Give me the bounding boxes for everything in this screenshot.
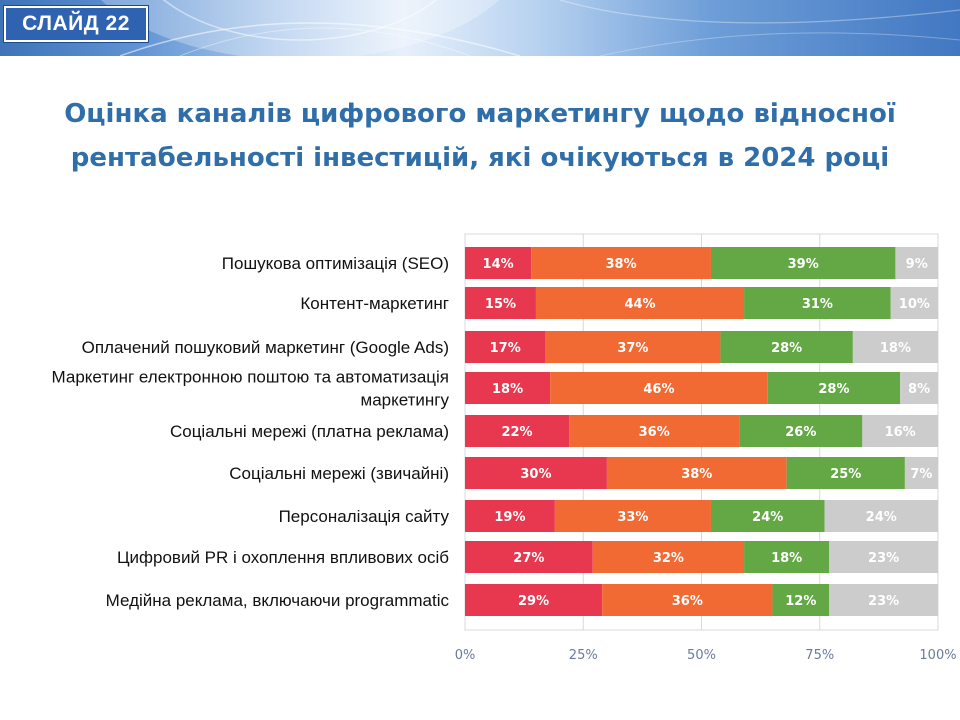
x-tick-label: 0% <box>455 648 476 663</box>
x-tick-label: 100% <box>919 648 956 663</box>
bar-segment <box>710 500 825 532</box>
category-label: Оплачений пошуковий маркетинг (Google Ad… <box>82 338 449 357</box>
bar-segment <box>900 372 938 404</box>
category-labels: Пошукова оптимізація (SEO) Контент-маркет… <box>52 254 450 610</box>
bar-data-label: 31% <box>802 297 833 312</box>
category-label: Соціальні мережі (звичайні) <box>229 464 449 483</box>
bar-segment <box>465 457 607 489</box>
bar-segment <box>824 500 938 532</box>
bar-data-label: 38% <box>606 257 637 272</box>
bar-segment <box>720 331 853 363</box>
category-label: маркетингу <box>361 391 450 410</box>
bar-data-label: 10% <box>899 297 930 312</box>
bar-segment <box>829 584 938 616</box>
bar-data-label: 33% <box>617 510 648 525</box>
bar-segment <box>739 415 863 447</box>
bar-segment <box>606 457 787 489</box>
bar-data-label: 37% <box>617 341 648 356</box>
slide-title: Оцінка каналів цифрового маркетингу щодо… <box>20 92 940 180</box>
bar-data-label: 8% <box>908 382 930 397</box>
title-line-1: Оцінка каналів цифрового маркетингу щодо… <box>64 99 896 129</box>
bar-data-label: 24% <box>752 510 783 525</box>
bar-data-label: 30% <box>520 467 551 482</box>
bar-segment <box>772 584 830 616</box>
bar-segment <box>786 457 905 489</box>
bar-data-label: 19% <box>494 510 525 525</box>
bar-data-label: 28% <box>771 341 802 356</box>
bar-data-label: 22% <box>501 425 532 440</box>
slide-number-badge: СЛАЙД 22 <box>3 5 149 43</box>
bar-segment <box>569 415 740 447</box>
bar-data-label: 18% <box>492 382 523 397</box>
bar-segment <box>465 500 555 532</box>
x-tick-label: 25% <box>569 648 598 663</box>
bar-data-label: 18% <box>880 341 911 356</box>
bar-segment <box>465 247 532 279</box>
bar-segment <box>602 584 773 616</box>
bar-segment <box>710 247 896 279</box>
bar-data-label: 38% <box>681 467 712 482</box>
bar-data-label: 36% <box>639 425 670 440</box>
category-label: Маркетинг електронною поштою та автомати… <box>52 368 449 387</box>
bar-segment <box>862 415 938 447</box>
bar-segment <box>592 541 745 573</box>
category-label: Контент-маркетинг <box>300 294 449 313</box>
bar-data-label: 29% <box>518 594 549 609</box>
bar-segment <box>531 247 711 279</box>
bar-data-label: 44% <box>624 297 655 312</box>
category-label: Медійна реклама, включаючи programmatic <box>106 591 450 610</box>
bar-data-label: 14% <box>483 257 514 272</box>
bar-segment <box>744 541 830 573</box>
bar-data-label: 28% <box>818 382 849 397</box>
bar-data-label: 26% <box>785 425 816 440</box>
bar-data-label: 12% <box>785 594 816 609</box>
bar-data-label: 25% <box>830 467 861 482</box>
bar-data-label: 17% <box>490 341 521 356</box>
bar-segment <box>465 287 536 319</box>
bar-segment <box>465 541 593 573</box>
bar-segment <box>852 331 938 363</box>
bar-data-label: 32% <box>653 551 684 566</box>
title-line-2: рентабельності інвестицій, які очікуютьс… <box>70 143 890 173</box>
bar-data-label: 18% <box>771 551 802 566</box>
bar-data-label: 46% <box>643 382 674 397</box>
x-axis-ticks: 0% 25% 50% 75% 100% <box>455 648 957 663</box>
bar-segment <box>465 415 570 447</box>
bar-segment <box>465 331 546 363</box>
category-label: Пошукова оптимізація (SEO) <box>222 254 449 273</box>
bar-segment <box>829 541 938 573</box>
bar-segment <box>895 247 938 279</box>
bar-segment <box>535 287 745 319</box>
category-label: Персоналізація сайту <box>279 507 450 526</box>
x-tick-label: 50% <box>687 648 716 663</box>
bar-data-label: 9% <box>906 257 928 272</box>
bar-segment <box>465 584 603 616</box>
bar-segment <box>554 500 711 532</box>
bars: 14% 38% 39% 9% 15% 44% 31% 10% 17% 37% 28% 18% 18% 46… <box>465 247 938 616</box>
bar-segment <box>465 372 551 404</box>
bar-segment <box>550 372 768 404</box>
x-tick-label: 75% <box>805 648 834 663</box>
bar-segment <box>904 457 938 489</box>
bar-segment <box>890 287 938 319</box>
header-banner: СЛАЙД 22 <box>0 0 960 56</box>
bar-data-label: 36% <box>672 594 703 609</box>
bar-segment <box>545 331 721 363</box>
bar-data-label: 24% <box>866 510 897 525</box>
category-label: Соціальні мережі (платна реклама) <box>170 422 449 441</box>
bar-data-label: 23% <box>868 551 899 566</box>
bar-data-label: 27% <box>513 551 544 566</box>
bar-data-label: 7% <box>910 467 932 482</box>
bar-segment <box>744 287 891 319</box>
bar-data-label: 23% <box>868 594 899 609</box>
globe-decoration <box>100 0 960 56</box>
bar-segment <box>767 372 901 404</box>
bar-data-label: 39% <box>788 257 819 272</box>
category-label: Цифровий PR і охоплення впливових осіб <box>117 548 449 567</box>
bar-data-label: 16% <box>885 425 916 440</box>
bar-data-label: 15% <box>485 297 516 312</box>
